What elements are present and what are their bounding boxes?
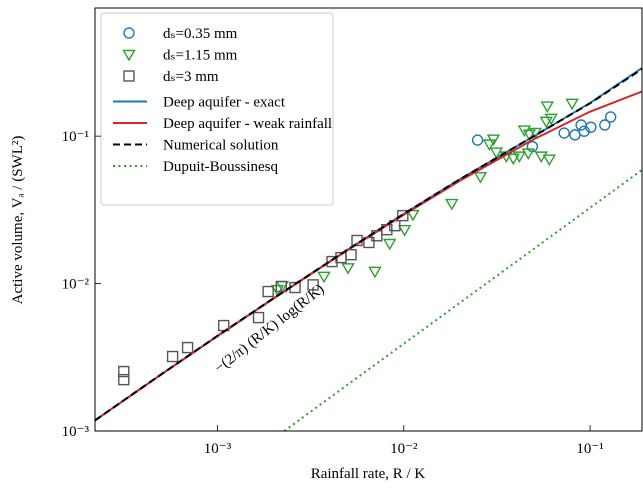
data-point [181, 341, 194, 354]
data-point [539, 116, 553, 129]
y-tick-label: 10⁻³ [62, 424, 90, 440]
plot-area [95, 67, 643, 431]
data-point [345, 248, 357, 261]
data-point [521, 148, 536, 161]
legend-label: Numerical solution [163, 138, 279, 154]
data-point [604, 111, 617, 123]
legend-marker [123, 70, 135, 82]
legend-label: dₛ=1.15 mm [163, 48, 238, 64]
data-point [522, 129, 537, 142]
data-point [262, 285, 274, 298]
data-point [558, 127, 570, 139]
data-point [486, 134, 501, 147]
legend-label: dₛ=3 mm [163, 69, 219, 85]
legend-label: dₛ=0.35 mm [163, 26, 238, 42]
data-point [307, 279, 319, 291]
x-axis-label: Rainfall rate, R / K [311, 466, 426, 482]
data-point [317, 271, 331, 284]
data-point [489, 147, 504, 159]
data-point [540, 101, 554, 113]
data-point [585, 121, 597, 133]
data-point [252, 311, 265, 324]
legend-box [100, 12, 334, 206]
legend: dₛ=0.35 mm dₛ=1.15 mm dₛ=3 mm Deep aquifer … [100, 12, 334, 206]
series-line [283, 169, 643, 431]
data-point [565, 98, 579, 111]
legend-marker [122, 49, 136, 62]
data-point [166, 350, 179, 363]
data-point [569, 129, 581, 141]
data-point [118, 373, 130, 386]
data-point [382, 238, 397, 251]
data-point [118, 365, 130, 378]
data-point [544, 113, 558, 126]
y-axis-label: Active volume, Vₐ / (SWL²) [10, 136, 26, 305]
data-point [473, 171, 488, 184]
legend-label: Dupuit-Boussinesq [163, 159, 279, 175]
legend-label: Deep aquifer - weak rainfall [163, 116, 332, 132]
y-tick-label: 10⁻¹ [62, 129, 89, 145]
data-point [368, 266, 382, 279]
data-point [406, 209, 420, 222]
x-tick-label: 10⁻³ [204, 441, 232, 457]
data-point [445, 198, 459, 211]
series-line [95, 68, 643, 422]
data-point [575, 119, 587, 131]
x-tick-label: 10⁻² [390, 441, 418, 457]
axes-frame [94, 7, 643, 432]
data-point [542, 154, 556, 167]
data-point [326, 255, 338, 268]
data-point [270, 284, 285, 297]
data-point [275, 280, 287, 293]
data-point [506, 153, 520, 166]
data-point [397, 209, 409, 222]
legend-marker [123, 27, 135, 39]
legend-label: Deep aquifer - exact [163, 95, 286, 111]
data-point [471, 134, 484, 146]
x-tick-label: 10⁻¹ [576, 441, 603, 457]
data-point [397, 224, 412, 237]
data-point [599, 119, 611, 131]
data-point [512, 151, 527, 164]
data-point [482, 139, 497, 152]
data-point [341, 263, 355, 275]
y-tick-label: 10⁻² [62, 277, 90, 293]
